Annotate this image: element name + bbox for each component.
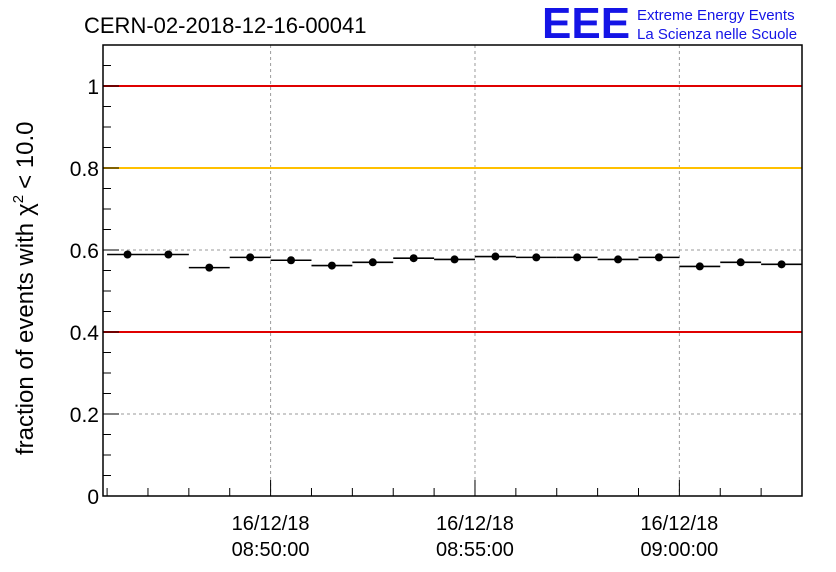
x-tick-date-1: 16/12/18 <box>436 513 514 535</box>
x-tick-time-0: 08:50:00 <box>232 539 310 561</box>
data-point <box>654 253 663 262</box>
eee-logo-line1: Extreme Energy Events <box>637 7 795 24</box>
data-point <box>327 261 336 270</box>
data-point <box>205 263 214 272</box>
y-tick-label-4: 0.8 <box>70 158 99 181</box>
x-tick-time-2: 09:00:00 <box>640 539 718 561</box>
x-tick-date-0: 16/12/18 <box>232 513 310 535</box>
eee-logo: EEE Extreme Energy Events La Scienza nel… <box>542 0 797 48</box>
y-ticks: 0 0.2 0.4 0.6 0.8 1 <box>70 44 119 509</box>
data-point <box>532 253 541 262</box>
data-point <box>123 250 132 259</box>
data-point <box>164 250 173 259</box>
data-points <box>107 250 802 272</box>
data-point <box>614 255 623 264</box>
data-point <box>491 252 500 261</box>
eee-logo-mark: EEE <box>542 0 630 48</box>
data-point <box>777 260 786 269</box>
y-axis-label-sup: 2 <box>10 195 27 203</box>
y-tick-label-1: 0.2 <box>70 404 99 427</box>
y-axis-label: fraction of events with χ2 < 10.0 <box>10 122 39 455</box>
y-tick-label-2: 0.4 <box>70 322 100 345</box>
data-point <box>368 258 377 267</box>
y-axis-label-symbol: χ <box>12 203 39 216</box>
data-point <box>287 256 296 265</box>
data-point <box>736 258 745 267</box>
x-tick-date-2: 16/12/18 <box>640 513 718 535</box>
x-ticks: 16/12/18 08:50:00 16/12/18 08:55:00 16/12/18… <box>106 480 803 561</box>
y-tick-label-0: 0 <box>87 486 99 509</box>
data-point <box>695 262 704 271</box>
eee-logo-line2: La Scienza nelle Scuole <box>637 26 797 43</box>
data-point <box>409 254 418 263</box>
y-tick-label-5: 1 <box>87 76 99 99</box>
y-tick-label-3: 0.6 <box>70 240 99 263</box>
chart-title: CERN-02-2018-12-16-00041 <box>84 13 367 38</box>
y-axis-label-main: fraction of events with <box>12 223 39 455</box>
x-tick-time-1: 08:55:00 <box>436 539 514 561</box>
reference-lines <box>103 85 802 333</box>
data-point <box>246 253 255 262</box>
y-axis-label-rest: < 10.0 <box>12 122 39 189</box>
data-point <box>573 253 582 262</box>
data-point <box>450 255 459 264</box>
